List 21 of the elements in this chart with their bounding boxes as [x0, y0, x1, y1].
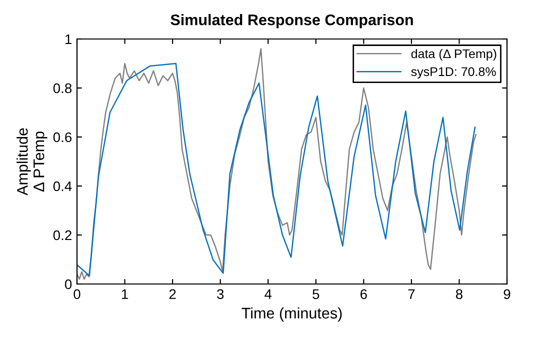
x-tick-label: 1 [122, 289, 128, 299]
y-tick-label: 0.4 [53, 181, 72, 192]
legend-label: data (Δ PTemp) [411, 49, 496, 61]
x-axis-title: Time (minutes) [242, 307, 342, 322]
x-tick-label: 3 [217, 289, 224, 300]
y-tick-label: 0.8 [53, 83, 72, 94]
x-tick-label: 6 [360, 289, 367, 300]
x-tick-label: 8 [456, 289, 462, 300]
chart-title: Simulated Response Comparison [170, 14, 413, 28]
x-tick-label: 2 [169, 289, 176, 299]
x-tick-label: 9 [504, 289, 510, 300]
x-tick-label: 0 [74, 289, 80, 300]
legend-label: sysP1D: 70.8% [411, 67, 496, 79]
y-tick-label: 0.2 [53, 230, 72, 240]
y-tick-label: 0.6 [53, 132, 72, 142]
x-tick-label: 7 [408, 289, 415, 299]
y-tick-label: 1 [65, 34, 72, 44]
y-axis-title: Amplitude Δ PTemp [16, 128, 48, 196]
y-tick-label: 0 [64, 279, 72, 290]
x-tick-label: 4 [264, 289, 272, 299]
x-tick-label: 5 [312, 289, 320, 300]
